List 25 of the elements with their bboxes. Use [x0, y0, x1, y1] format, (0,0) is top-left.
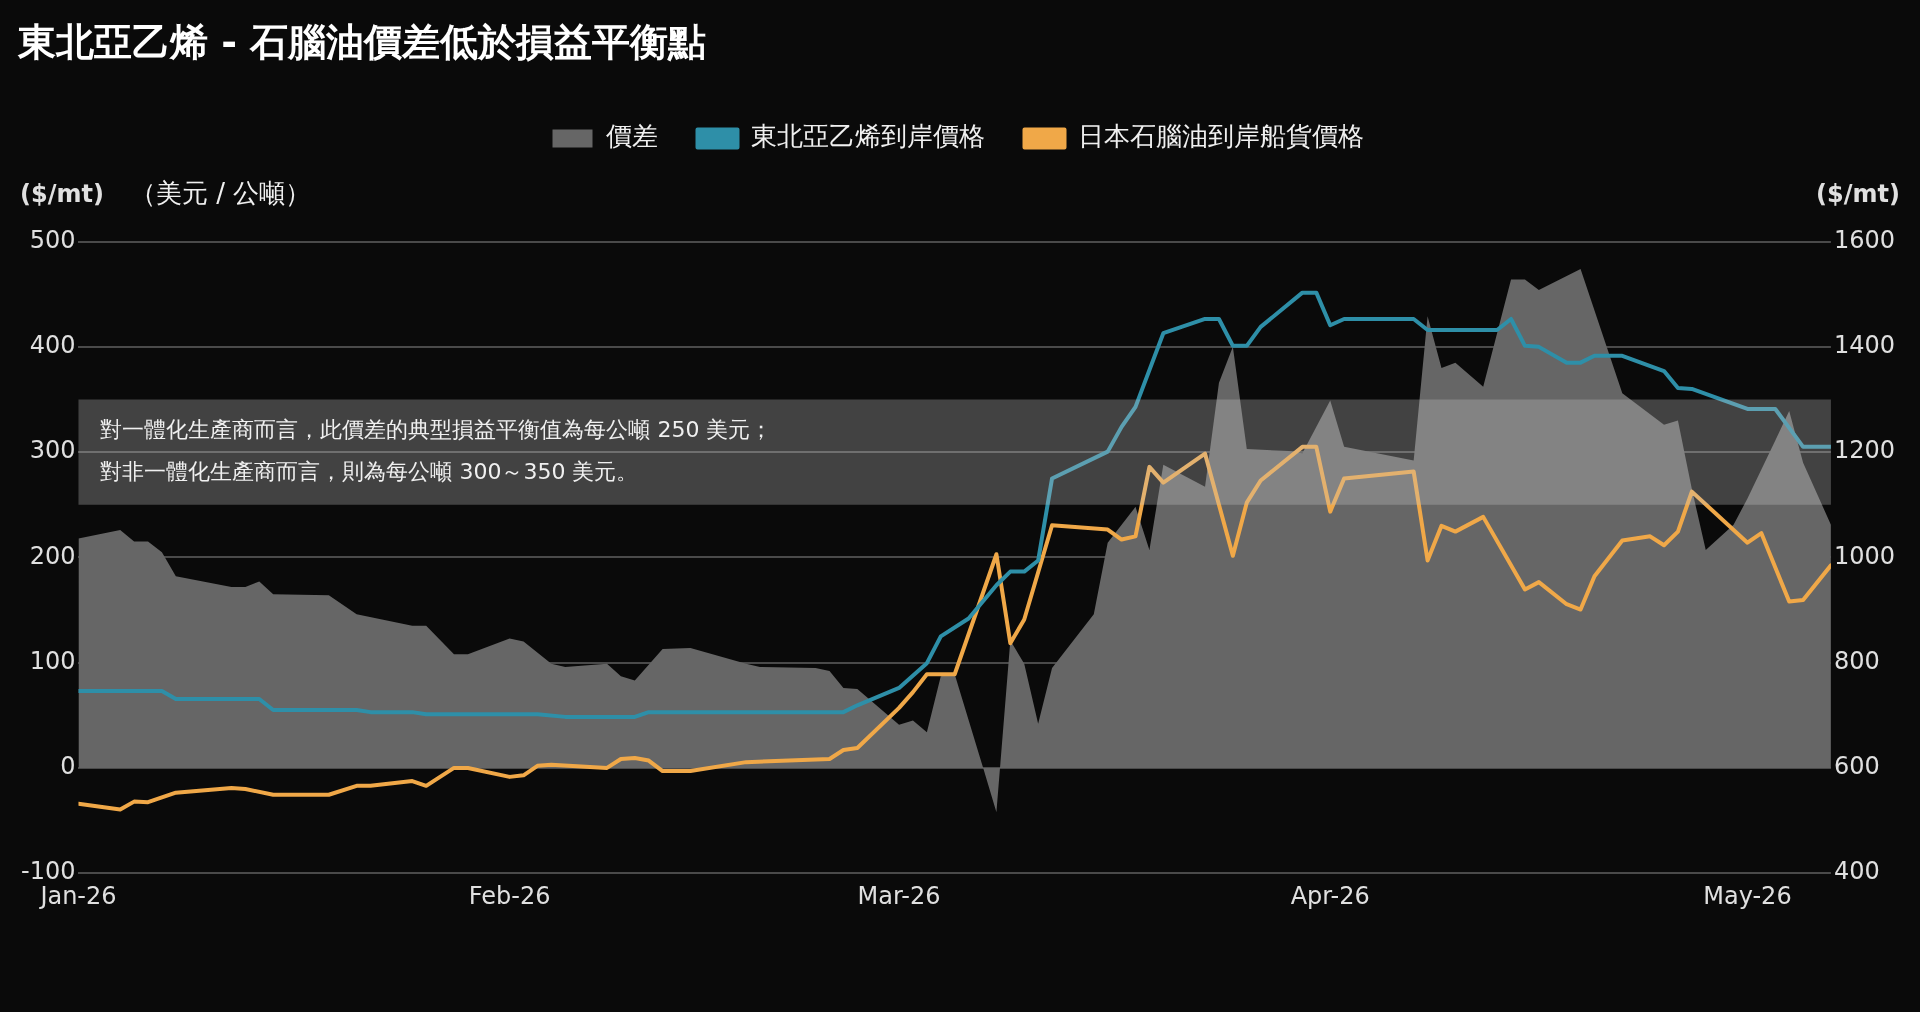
- y-tick-label: 500: [29, 225, 76, 254]
- y-tick-label: 400: [29, 331, 76, 360]
- y-tick-label: 100: [29, 646, 76, 675]
- y2-tick-label: 800: [1833, 646, 1880, 675]
- legend-label: 東北亞乙烯到岸價格: [750, 121, 985, 152]
- y-tick-label: 300: [29, 436, 76, 465]
- y2-axis-title: ($/mt): [1816, 179, 1900, 208]
- band-label: 對一體化生產商而言，此價差的典型損益平衡值為每公噸 250 美元；對非一體化生產商而言，則為每公噸 300～350 美元。: [100, 416, 773, 484]
- legend-label: 價差: [605, 121, 658, 152]
- x-tick-label: Mar-26: [857, 881, 941, 910]
- y-tick-label: 200: [29, 541, 76, 570]
- y2-tick-label: 1000: [1833, 541, 1895, 570]
- y2-tick-label: 400: [1833, 857, 1880, 886]
- x-tick-label: May-26: [1703, 881, 1792, 910]
- y2-tick-label: 1200: [1833, 436, 1895, 465]
- chart-subtitle: （美元 / 公噸）: [130, 178, 312, 209]
- x-tick-label: Feb-26: [468, 881, 551, 910]
- x-tick-label: Apr-26: [1290, 881, 1370, 910]
- y-axis-title: ($/mt): [20, 179, 104, 208]
- y2-tick-label: 1400: [1833, 331, 1895, 360]
- chart-title: 東北亞乙烯 - 石腦油價差低於損益平衡點: [17, 19, 707, 64]
- legend-label: 日本石腦油到岸船貨價格: [1077, 121, 1364, 152]
- y2-tick-label: 1600: [1833, 225, 1895, 254]
- y-tick-label: 0: [60, 752, 76, 781]
- y2-tick-label: 600: [1833, 752, 1880, 781]
